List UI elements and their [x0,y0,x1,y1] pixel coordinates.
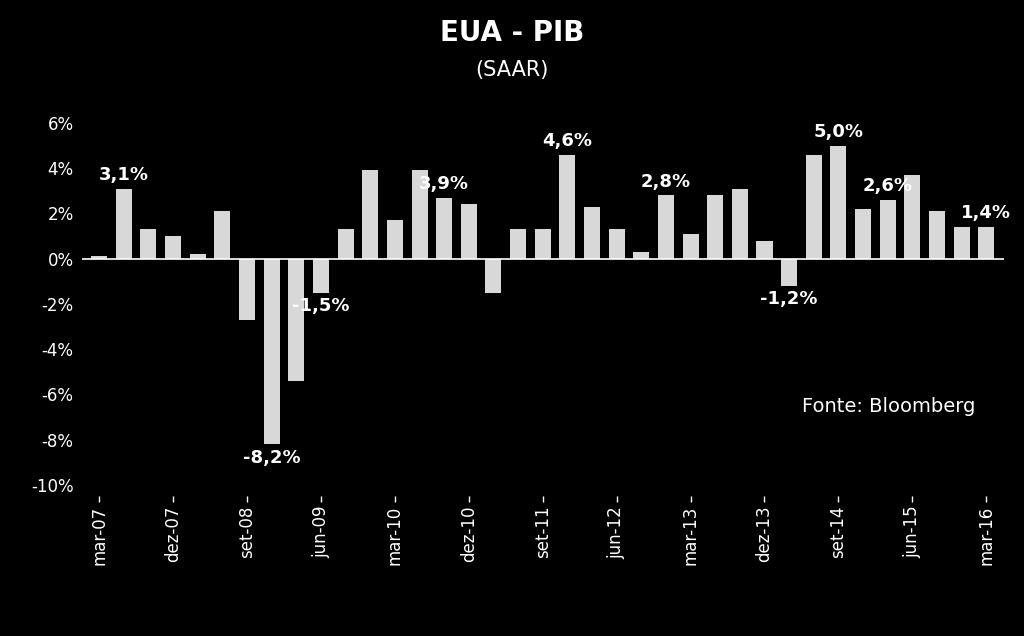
Bar [757,240,772,259]
Bar [412,170,428,259]
Bar [978,227,994,259]
Bar [953,227,970,259]
Text: Fonte: Bloomberg: Fonte: Bloomberg [803,397,976,416]
Bar [116,188,132,259]
Text: -1,2%: -1,2% [761,290,818,308]
Bar [633,252,649,259]
Bar [929,211,945,259]
Bar [657,195,674,259]
Bar [584,207,600,259]
Bar [263,259,280,444]
Bar [708,195,723,259]
Text: EUA - PIB: EUA - PIB [440,19,584,47]
Text: (SAAR): (SAAR) [475,60,549,80]
Bar [806,155,822,259]
Bar [683,234,698,259]
Text: 2,8%: 2,8% [641,173,691,191]
Bar [362,170,378,259]
Bar [387,220,402,259]
Bar [855,209,871,259]
Bar [535,229,551,259]
Bar [830,146,847,259]
Bar [214,211,230,259]
Bar [880,200,896,259]
Bar [510,229,526,259]
Text: 4,6%: 4,6% [543,132,592,150]
Bar [165,236,181,259]
Text: 1,4%: 1,4% [962,204,1012,223]
Bar [313,259,329,293]
Bar [904,175,921,259]
Text: -8,2%: -8,2% [243,448,300,467]
Text: 3,1%: 3,1% [98,166,148,184]
Bar [289,259,304,381]
Bar [559,155,575,259]
Text: -1,5%: -1,5% [292,297,349,315]
Bar [608,229,625,259]
Bar [485,259,502,293]
Text: 5,0%: 5,0% [813,123,863,141]
Text: 3,9%: 3,9% [419,175,469,193]
Bar [140,229,157,259]
Bar [338,229,353,259]
Bar [189,254,206,259]
Bar [732,188,748,259]
Bar [436,198,453,259]
Bar [239,259,255,320]
Bar [91,256,108,259]
Text: 2,6%: 2,6% [862,177,912,195]
Bar [461,204,477,259]
Bar [781,259,797,286]
